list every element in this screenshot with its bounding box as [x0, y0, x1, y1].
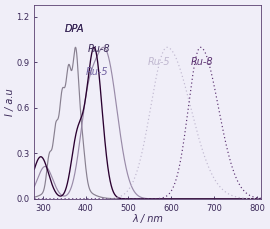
Text: Ru-5: Ru-5	[86, 67, 108, 76]
Y-axis label: I / a.u: I / a.u	[5, 88, 15, 116]
Text: DPA: DPA	[64, 24, 84, 34]
X-axis label: λ / nm: λ / nm	[132, 214, 163, 224]
Text: Ru-8: Ru-8	[88, 44, 110, 54]
Text: Ru-5: Ru-5	[148, 57, 170, 68]
Text: DPA: DPA	[64, 24, 84, 34]
Text: Ru-8: Ru-8	[191, 57, 213, 68]
